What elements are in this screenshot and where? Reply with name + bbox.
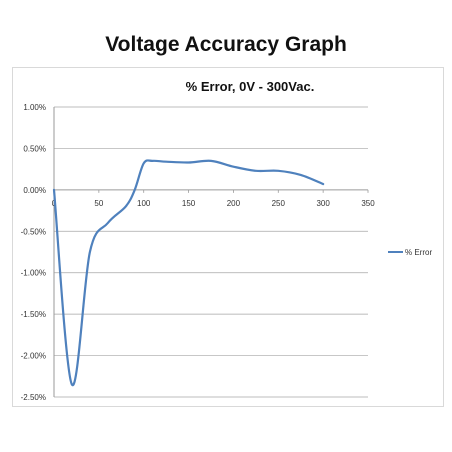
- x-tick-label: 250: [272, 199, 286, 208]
- y-axis-ticks: 1.00% 0.50% 0.00% -0.50% -1.00% -1.50% -2.00% -…: [21, 103, 46, 402]
- x-tick-label: 200: [227, 199, 241, 208]
- y-tick-label: -0.50%: [21, 227, 46, 236]
- legend-label: % Error: [405, 248, 432, 257]
- x-tick-label: 300: [316, 199, 330, 208]
- series-group: [52, 159, 325, 386]
- x-tick-label: 350: [361, 199, 375, 208]
- series-line: [52, 159, 325, 386]
- y-tick-label: 0.00%: [23, 186, 46, 195]
- y-tick-label: -1.50%: [21, 310, 46, 319]
- y-tick-label: -2.50%: [21, 393, 46, 402]
- y-tick-label: -2.00%: [21, 352, 46, 361]
- page-title: Voltage Accuracy Graph: [105, 33, 347, 56]
- legend: % Error: [388, 248, 432, 257]
- chart-area: [12, 67, 444, 407]
- y-tick-label: 0.50%: [23, 144, 46, 153]
- y-tick-label: 1.00%: [23, 103, 46, 112]
- x-tick-label: 50: [94, 199, 103, 208]
- x-tick-label: 150: [182, 199, 196, 208]
- y-tick-label: -1.00%: [21, 269, 46, 278]
- gridlines: [53, 106, 368, 398]
- chart-title: % Error, 0V - 300Vac.: [186, 79, 315, 94]
- x-tick-label: 100: [137, 199, 151, 208]
- x-axis-ticks: 0 50 100 150 200 250 300 350: [52, 189, 375, 208]
